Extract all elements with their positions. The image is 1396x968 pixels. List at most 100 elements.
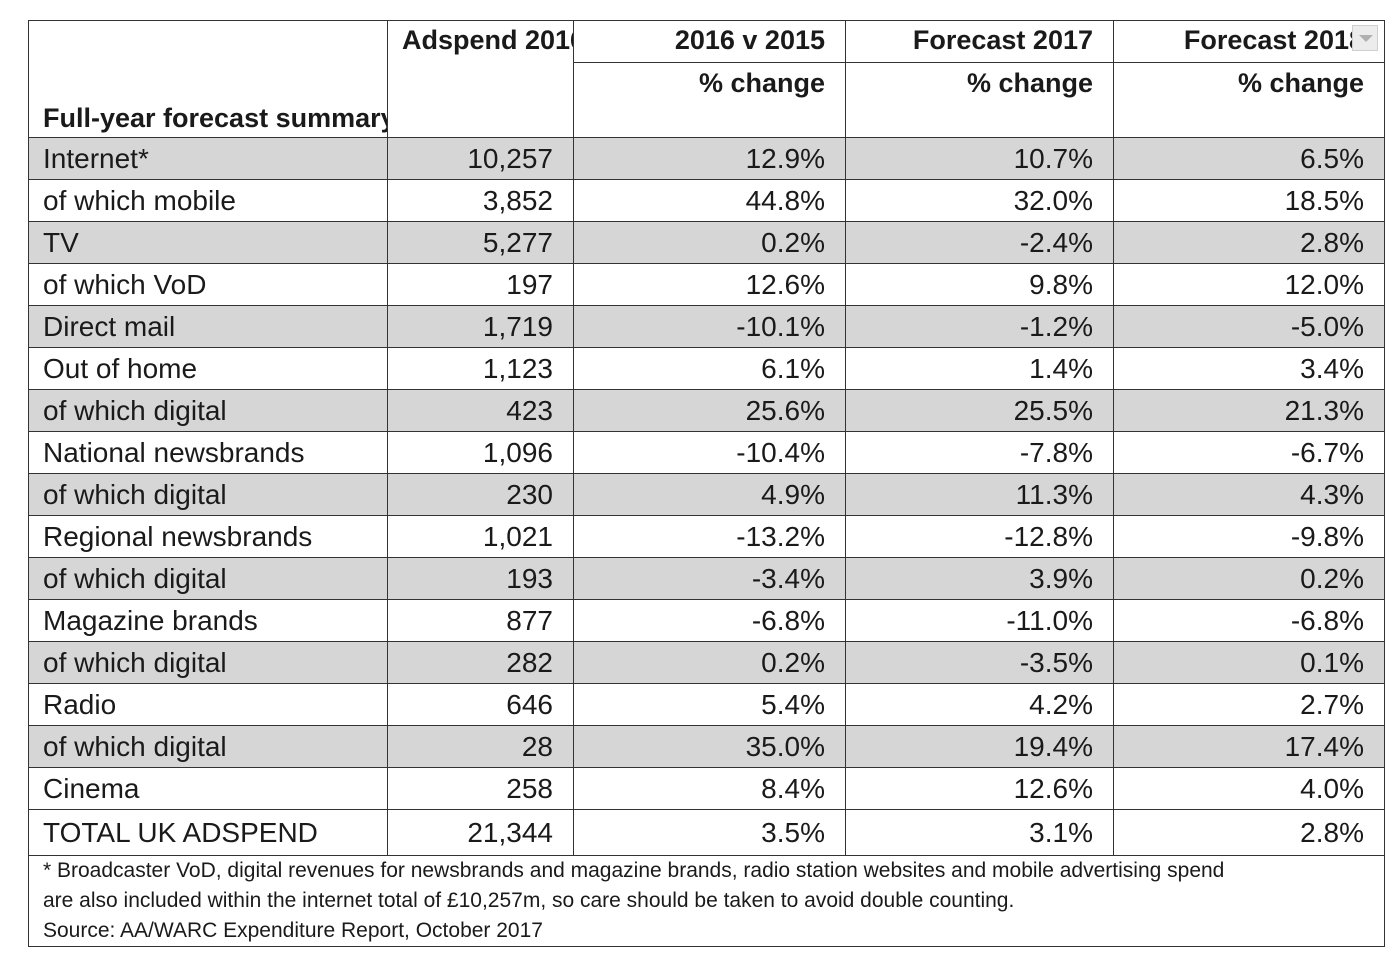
adspend-cell: 193 xyxy=(387,557,574,600)
table-row: of which digital 193 -3.4% 3.9% 0.2% xyxy=(28,557,1385,600)
fc-2017-cell: 1.4% xyxy=(845,347,1114,390)
total-fc-2018: 2.8% xyxy=(1113,809,1385,856)
chg-2016-cell: 6.1% xyxy=(573,347,846,390)
fc-2018-cell: 0.1% xyxy=(1113,641,1385,684)
total-label: TOTAL UK ADSPEND xyxy=(28,809,388,856)
fc-2017-cell: -3.5% xyxy=(845,641,1114,684)
table-row: Radio 646 5.4% 4.2% 2.7% xyxy=(28,683,1385,726)
row-label: of which digital xyxy=(28,473,388,516)
chg-2016-cell: 0.2% xyxy=(573,641,846,684)
chg-2016-cell: -3.4% xyxy=(573,557,846,600)
table-row: Regional newsbrands 1,021 -13.2% -12.8% -9.8… xyxy=(28,515,1385,558)
fc-2017-cell: -1.2% xyxy=(845,305,1114,348)
row-label: of which digital xyxy=(28,725,388,768)
header-forecast-2017: Forecast 2017 xyxy=(845,20,1114,63)
footnote-row: * Broadcaster VoD, digital revenues for … xyxy=(28,855,1385,947)
adspend-forecast-table: Full-year forecast summary Adspend 2016 … xyxy=(28,20,1385,947)
fc-2017-cell: -7.8% xyxy=(845,431,1114,474)
fc-2017-cell: 10.7% xyxy=(845,137,1114,180)
fc-2018-cell: 17.4% xyxy=(1113,725,1385,768)
table-row: of which digital 230 4.9% 11.3% 4.3% xyxy=(28,473,1385,516)
adspend-cell: 1,096 xyxy=(387,431,574,474)
fc-2018-cell: -6.8% xyxy=(1113,599,1385,642)
header-2016-v-2015: 2016 v 2015 xyxy=(573,20,846,63)
chg-2016-cell: -13.2% xyxy=(573,515,846,558)
header-row-top: Full-year forecast summary Adspend 2016 … xyxy=(28,20,1385,138)
total-chg-2016: 3.5% xyxy=(573,809,846,856)
chg-2016-cell: 25.6% xyxy=(573,389,846,432)
fc-2018-cell: 0.2% xyxy=(1113,557,1385,600)
fc-2018-cell: -5.0% xyxy=(1113,305,1385,348)
fc-2017-cell: -11.0% xyxy=(845,599,1114,642)
fc-2018-cell: 18.5% xyxy=(1113,179,1385,222)
fc-2018-cell: 21.3% xyxy=(1113,389,1385,432)
chevron-down-icon xyxy=(1359,35,1373,42)
chg-2016-cell: 0.2% xyxy=(573,221,846,264)
chg-2016-cell: 35.0% xyxy=(573,725,846,768)
adspend-cell: 1,719 xyxy=(387,305,574,348)
row-label: of which digital xyxy=(28,557,388,600)
fc-2018-cell: -9.8% xyxy=(1113,515,1385,558)
row-label: Regional newsbrands xyxy=(28,515,388,558)
footnote-line-2: are also included within the internet to… xyxy=(43,889,1015,912)
fc-2017-cell: 12.6% xyxy=(845,767,1114,810)
header-pct-change-2018: % change xyxy=(1113,62,1385,138)
fc-2018-cell: 2.7% xyxy=(1113,683,1385,726)
row-label: National newsbrands xyxy=(28,431,388,474)
table-row: of which digital 282 0.2% -3.5% 0.1% xyxy=(28,641,1385,684)
chg-2016-cell: 5.4% xyxy=(573,683,846,726)
adspend-cell: 1,021 xyxy=(387,515,574,558)
header-forecast-2018: Forecast 2018 xyxy=(1113,20,1385,63)
table-row: TV 5,277 0.2% -2.4% 2.8% xyxy=(28,221,1385,264)
table-row: National newsbrands 1,096 -10.4% -7.8% -6.7% xyxy=(28,431,1385,474)
fc-2017-cell: -2.4% xyxy=(845,221,1114,264)
table-body: Internet* 10,257 12.9% 10.7% 6.5% of which mo… xyxy=(28,137,1385,810)
adspend-cell: 282 xyxy=(387,641,574,684)
footnote-cell: * Broadcaster VoD, digital revenues for … xyxy=(28,855,1385,947)
row-label: of which VoD xyxy=(28,263,388,306)
adspend-cell: 258 xyxy=(387,767,574,810)
footnote-line-1: * Broadcaster VoD, digital revenues for … xyxy=(43,859,1225,882)
adspend-cell: 877 xyxy=(387,599,574,642)
fc-2018-cell: 2.8% xyxy=(1113,221,1385,264)
column-dropdown-button[interactable] xyxy=(1352,25,1378,51)
row-label: TV xyxy=(28,221,388,264)
row-label: Out of home xyxy=(28,347,388,390)
fc-2018-cell: 12.0% xyxy=(1113,263,1385,306)
footnote-source: Source: AA/WARC Expenditure Report, Octo… xyxy=(43,919,543,942)
fc-2017-cell: -12.8% xyxy=(845,515,1114,558)
header-row-label: Full-year forecast summary xyxy=(28,20,388,138)
fc-2017-cell: 4.2% xyxy=(845,683,1114,726)
header-adspend: Adspend 2016 (£m) xyxy=(387,20,574,138)
fc-2018-cell: 6.5% xyxy=(1113,137,1385,180)
chg-2016-cell: -10.4% xyxy=(573,431,846,474)
fc-2017-cell: 3.9% xyxy=(845,557,1114,600)
fc-2017-cell: 32.0% xyxy=(845,179,1114,222)
adspend-cell: 5,277 xyxy=(387,221,574,264)
adspend-cell: 10,257 xyxy=(387,137,574,180)
row-label: Internet* xyxy=(28,137,388,180)
row-label: Direct mail xyxy=(28,305,388,348)
fc-2017-cell: 19.4% xyxy=(845,725,1114,768)
chg-2016-cell: 8.4% xyxy=(573,767,846,810)
adspend-cell: 230 xyxy=(387,473,574,516)
total-fc-2017: 3.1% xyxy=(845,809,1114,856)
table-row: of which mobile 3,852 44.8% 32.0% 18.5% xyxy=(28,179,1385,222)
row-label: Magazine brands xyxy=(28,599,388,642)
table-row: Direct mail 1,719 -10.1% -1.2% -5.0% xyxy=(28,305,1385,348)
table-row: Out of home 1,123 6.1% 1.4% 3.4% xyxy=(28,347,1385,390)
adspend-cell: 423 xyxy=(387,389,574,432)
fc-2018-cell: 4.0% xyxy=(1113,767,1385,810)
header-pct-change-2016: % change xyxy=(573,62,846,138)
table-row: of which digital 423 25.6% 25.5% 21.3% xyxy=(28,389,1385,432)
header-pct-change-2017: % change xyxy=(845,62,1114,138)
adspend-cell: 646 xyxy=(387,683,574,726)
header-row-sub: % change % change % change xyxy=(29,62,1385,138)
fc-2017-cell: 11.3% xyxy=(845,473,1114,516)
table-row: Internet* 10,257 12.9% 10.7% 6.5% xyxy=(28,137,1385,180)
row-label: of which mobile xyxy=(28,179,388,222)
fc-2017-cell: 9.8% xyxy=(845,263,1114,306)
fc-2018-cell: -6.7% xyxy=(1113,431,1385,474)
fc-2018-cell: 4.3% xyxy=(1113,473,1385,516)
row-label: of which digital xyxy=(28,389,388,432)
